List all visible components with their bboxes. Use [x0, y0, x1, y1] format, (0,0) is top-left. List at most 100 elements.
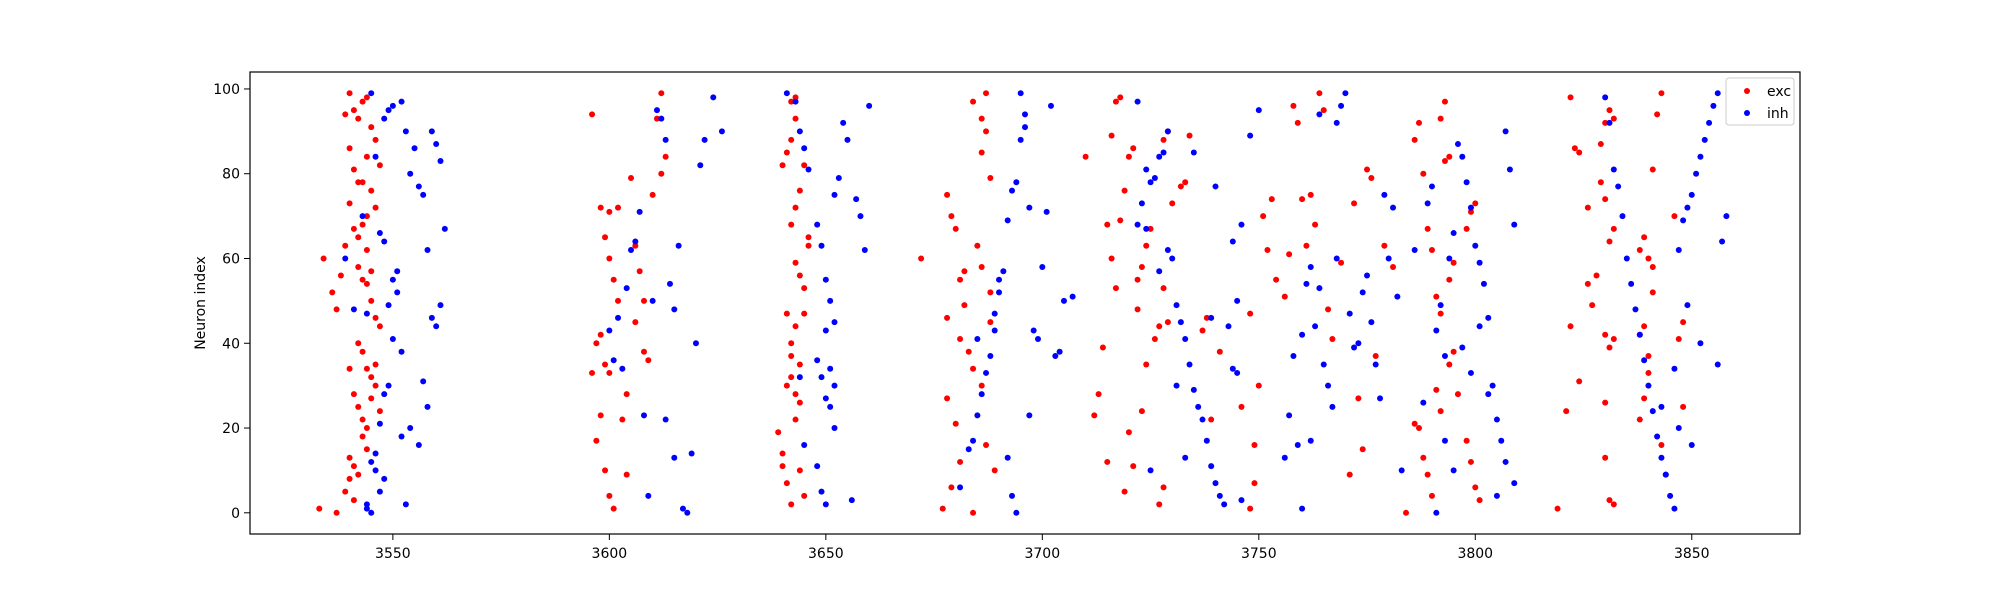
inh-spike-point — [1351, 344, 1358, 351]
exc-spike-point — [957, 336, 964, 343]
inh-spike-point — [1147, 179, 1154, 186]
x-axis: 3550 3600 3650 3700 3750 3800 3850 — [375, 534, 1710, 562]
inh-spike-point — [1307, 437, 1314, 444]
inh-spike-point — [1221, 501, 1228, 508]
inh-spike-point — [402, 128, 409, 135]
inh-spike-point — [1346, 310, 1353, 317]
x-tick-label: 3750 — [1241, 546, 1277, 562]
inh-spike-point — [640, 412, 647, 419]
exc-spike-point — [1138, 408, 1145, 415]
exc-spike-point — [1597, 141, 1604, 148]
exc-spike-point — [1602, 196, 1609, 203]
exc-spike-point — [792, 416, 799, 423]
inh-spike-point — [1658, 403, 1665, 410]
exc-spike-point — [1329, 336, 1336, 343]
exc-spike-point — [1186, 132, 1193, 139]
exc-spike-point — [1151, 336, 1158, 343]
inh-spike-point — [1325, 382, 1332, 389]
exc-spike-point — [1645, 255, 1652, 262]
exc-spike-point — [329, 289, 336, 296]
exc-spike-point — [1428, 247, 1435, 254]
exc-spike-point — [368, 187, 375, 194]
inh-spike-point — [1208, 463, 1215, 470]
inh-spike-point — [428, 128, 435, 135]
inh-spike-point — [1714, 90, 1721, 97]
inh-spike-point — [1662, 471, 1669, 478]
exc-spike-point — [623, 471, 630, 478]
inh-spike-point — [831, 191, 838, 198]
inh-spike-point — [1459, 344, 1466, 351]
inh-spike-point — [692, 340, 699, 347]
exc-spike-point — [1446, 276, 1453, 283]
x-tick-label: 3600 — [592, 546, 628, 562]
exc-spike-point — [788, 352, 795, 359]
inh-spike-point — [1467, 369, 1474, 376]
inh-spike-point — [1385, 255, 1392, 262]
inh-spike-point — [368, 509, 375, 516]
exc-spike-point — [939, 505, 946, 512]
exc-spike-point — [783, 382, 790, 389]
exc-spike-point — [1415, 425, 1422, 432]
inh-spike-point — [1160, 149, 1167, 156]
exc-spike-point — [779, 463, 786, 470]
inh-spike-point — [1238, 497, 1245, 504]
exc-spike-point — [346, 454, 353, 461]
inh-spike-point — [814, 357, 821, 364]
inh-spike-point — [389, 276, 396, 283]
inh-spike-point — [1225, 323, 1232, 330]
exc-spike-point — [801, 310, 808, 317]
inh-spike-point — [1004, 454, 1011, 461]
exc-spike-point — [1433, 293, 1440, 300]
exc-spike-point — [593, 437, 600, 444]
exc-spike-point — [970, 365, 977, 372]
inh-spike-point — [987, 352, 994, 359]
exc-spike-point — [1441, 158, 1448, 165]
inh-spike-point — [385, 382, 392, 389]
exc-spike-point — [957, 276, 964, 283]
exc-spike-point — [363, 446, 370, 453]
exc-spike-point — [1593, 272, 1600, 279]
exc-spike-point — [1658, 90, 1665, 97]
exc-spike-point — [350, 497, 357, 504]
exc-spike-point — [589, 111, 596, 118]
inh-spike-point — [1151, 174, 1158, 181]
exc-spike-point — [1355, 395, 1362, 402]
inh-spike-point — [701, 136, 708, 143]
exc-spike-point — [342, 242, 349, 249]
exc-spike-point — [783, 310, 790, 317]
exc-spike-point — [1437, 408, 1444, 415]
inh-spike-point — [437, 158, 444, 165]
exc-spike-point — [1567, 323, 1574, 330]
exc-spike-point — [1325, 306, 1332, 313]
inh-spike-point — [827, 365, 834, 372]
inh-spike-point — [1723, 213, 1730, 220]
inh-spike-point — [818, 374, 825, 381]
exc-spike-point — [1177, 183, 1184, 190]
exc-spike-point — [1130, 145, 1137, 152]
exc-spike-point — [796, 361, 803, 368]
inh-spike-point — [1013, 179, 1020, 186]
inh-spike-point — [662, 136, 669, 143]
exc-spike-point — [1112, 285, 1119, 292]
y-tick-label: 0 — [231, 506, 240, 522]
inh-spike-point — [1394, 293, 1401, 300]
inh-spike-point — [974, 336, 981, 343]
exc-spike-point — [359, 179, 366, 186]
exc-spike-point — [1675, 336, 1682, 343]
inh-spike-point — [1022, 124, 1028, 131]
exc-spike-point — [359, 221, 366, 228]
inh-spike-point — [1667, 492, 1674, 499]
exc-spike-point — [1606, 238, 1613, 245]
inh-spike-point — [615, 314, 622, 321]
exc-spike-point — [1645, 369, 1652, 376]
exc-spike-point — [662, 153, 669, 160]
inh-spike-point — [1199, 416, 1206, 423]
inh-spike-point — [671, 306, 678, 313]
inh-spike-point — [424, 247, 431, 254]
inh-spike-point — [822, 501, 829, 508]
inh-spike-point — [1693, 170, 1700, 177]
exc-spike-point — [978, 115, 985, 122]
exc-spike-point — [632, 319, 639, 326]
inh-spike-point — [688, 450, 695, 457]
